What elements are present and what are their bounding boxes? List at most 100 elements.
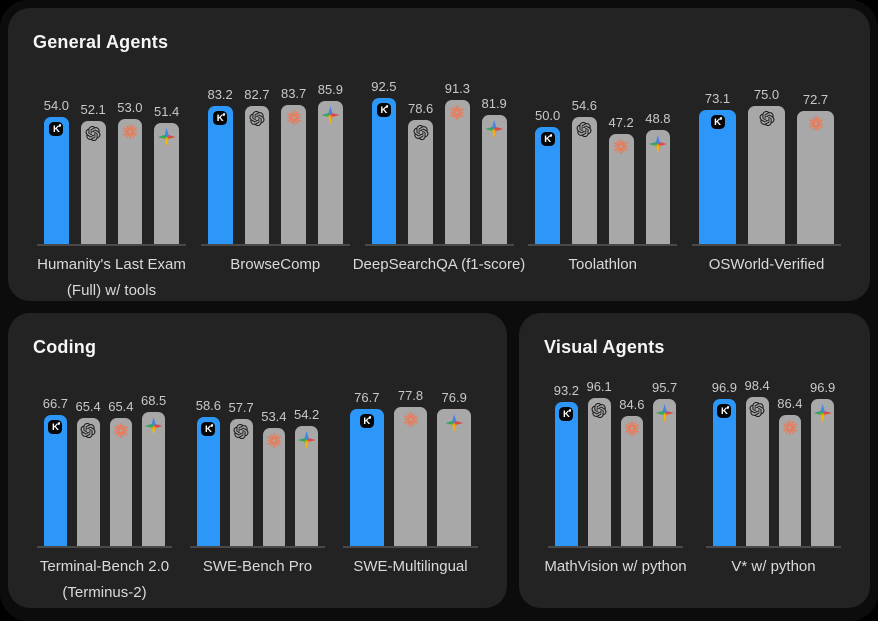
value-label: 77.8 [397, 388, 424, 403]
bar-column-gemini: 51.4 [154, 104, 179, 244]
model-icon-slot [85, 126, 101, 141]
bar-claude [393, 407, 428, 546]
benchmark-group: 50.0 K 54.6 47.2 48.8 Toolathlon [528, 74, 678, 278]
value-label: 78.6 [407, 101, 434, 116]
value-label: 82.7 [244, 87, 270, 102]
value-label: 81.9 [481, 96, 507, 111]
value-label: 57.7 [228, 400, 254, 415]
model-icon-slot [249, 111, 265, 126]
bar-row: 93.2 K 96.1 84.6 95.7 [548, 376, 683, 548]
value-label: 72.7 [802, 92, 829, 107]
bar-row: 54.0 K 52.1 53.0 51.4 [37, 74, 186, 246]
value-label: 73.1 [704, 91, 731, 106]
value-label: 47.2 [608, 115, 634, 130]
benchmark-group: 73.1 K 75.0 72.7 OSWorld-Verified [692, 74, 841, 278]
openai-icon [749, 402, 765, 417]
benchmark-label: Terminal-Bench 2.0 (Terminus-2) [39, 558, 170, 601]
value-label: 84.6 [619, 397, 645, 412]
kimi-k-icon: K [359, 414, 374, 428]
gemini-icon [144, 417, 163, 435]
benchmark-group: 58.6 K 57.7 53.4 54.2 SWE-Bench Pro [190, 376, 325, 580]
claude-icon [450, 105, 465, 120]
chart-general-agents: 54.0 K 52.1 53.0 51.4 Humanity's Last Exam (F… [37, 74, 841, 304]
bar-claude [109, 418, 133, 546]
panel-title-general-agents: General Agents [33, 32, 169, 52]
model-icon-slot: K [359, 414, 374, 428]
value-label: 65.4 [75, 399, 101, 414]
kimi-k-icon: K [540, 132, 555, 146]
chart-visual-agents: 93.2 K 96.1 84.6 95.7 MathVision w/ python 96.… [544, 376, 841, 580]
benchmark-group: 96.9 K 98.4 86.4 96.9 V* w/ python [706, 376, 841, 580]
model-icon-slot [759, 111, 774, 126]
benchmark-label: Toolathlon [568, 256, 637, 273]
panel-title-coding: Coding [33, 337, 97, 357]
bar-row: 83.2 K 82.7 83.7 85.9 [200, 74, 350, 246]
bar-column-kimi: 83.2 K [207, 87, 233, 244]
value-label: 66.7 [42, 396, 69, 411]
bar-claude [117, 119, 143, 244]
value-label: 76.9 [441, 390, 467, 405]
model-icon-slot [413, 125, 429, 140]
model-icon-slot: K [710, 115, 725, 129]
bar-column-gemini: 95.7 [652, 380, 677, 546]
benchmark-group: 54.0 K 52.1 53.0 51.4 Humanity's Last Exam (F… [37, 74, 186, 304]
bar-kimi: K [197, 417, 220, 546]
bar-kimi: K [207, 106, 233, 244]
model-icon-slot [808, 116, 823, 131]
gemini-icon [813, 404, 832, 422]
model-icon-slot [297, 431, 316, 449]
bar-gemini [318, 101, 343, 244]
benchmark-label: Humanity's Last Exam (Full) w/ tools [37, 256, 186, 299]
bar-column-gemini: 96.9 [810, 380, 835, 546]
benchmark-group: 92.5 K 78.6 91.3 81.9 DeepSearchQA (f1-score) [353, 74, 526, 278]
bar-column-claude: 47.2 [608, 115, 634, 244]
bar-kimi: K [350, 409, 384, 546]
claude-icon [123, 124, 137, 139]
bar-gemini [645, 130, 671, 244]
bar-gemini [653, 399, 676, 546]
value-label: 92.5 [371, 79, 397, 94]
bar-column-claude: 72.7 [797, 92, 834, 244]
bar-kimi: K [44, 415, 67, 546]
bar-column-kimi: 58.6 K [196, 398, 221, 546]
model-icon-slot [655, 404, 674, 422]
bar-column-gemini: 68.5 [141, 393, 166, 546]
kimi-k-icon: K [559, 407, 574, 421]
bar-column-kimi: 96.9 K [712, 380, 737, 546]
benchmark-group: 76.7 K 77.8 76.9 SWE-Multilingual [343, 376, 478, 580]
bar-claude [620, 416, 644, 546]
gemini-icon [648, 135, 667, 153]
gemini-icon [157, 128, 176, 146]
bar-column-kimi: 54.0 K [44, 98, 69, 244]
bar-openai [745, 397, 769, 546]
value-label: 53.4 [261, 409, 287, 424]
value-label: 93.2 [553, 383, 580, 398]
bar-column-openai: 78.6 [408, 101, 433, 244]
bar-gemini [481, 115, 507, 244]
value-label: 86.4 [777, 396, 803, 411]
bar-column-openai: 82.7 [244, 87, 270, 244]
gemini-icon [297, 431, 316, 449]
openai-icon [85, 126, 101, 141]
openai-icon [576, 122, 592, 137]
model-icon-slot: K [49, 122, 64, 136]
bar-column-openai: 96.1 [586, 379, 612, 546]
bar-column-kimi: 92.5 K [371, 79, 397, 244]
model-icon-slot [286, 110, 301, 125]
bar-column-claude: 83.7 [281, 86, 306, 244]
model-icon-slot: K [559, 407, 574, 421]
bar-kimi: K [371, 98, 397, 244]
bar-kimi: K [699, 110, 736, 244]
bar-column-kimi: 76.7 K [350, 390, 384, 546]
bar-gemini [154, 123, 179, 244]
bar-row: 50.0 K 54.6 47.2 48.8 [528, 74, 678, 246]
bar-gemini [142, 412, 165, 546]
openai-icon [249, 111, 265, 126]
bar-column-gemini: 85.9 [318, 82, 343, 244]
value-label: 83.7 [280, 86, 307, 101]
model-icon-slot [813, 404, 832, 422]
panel-coding: Coding 66.7 K 65.4 65.4 68.5 Terminal-Bench 2… [8, 313, 507, 608]
model-icon-slot [782, 420, 797, 435]
openai-icon [233, 424, 249, 439]
